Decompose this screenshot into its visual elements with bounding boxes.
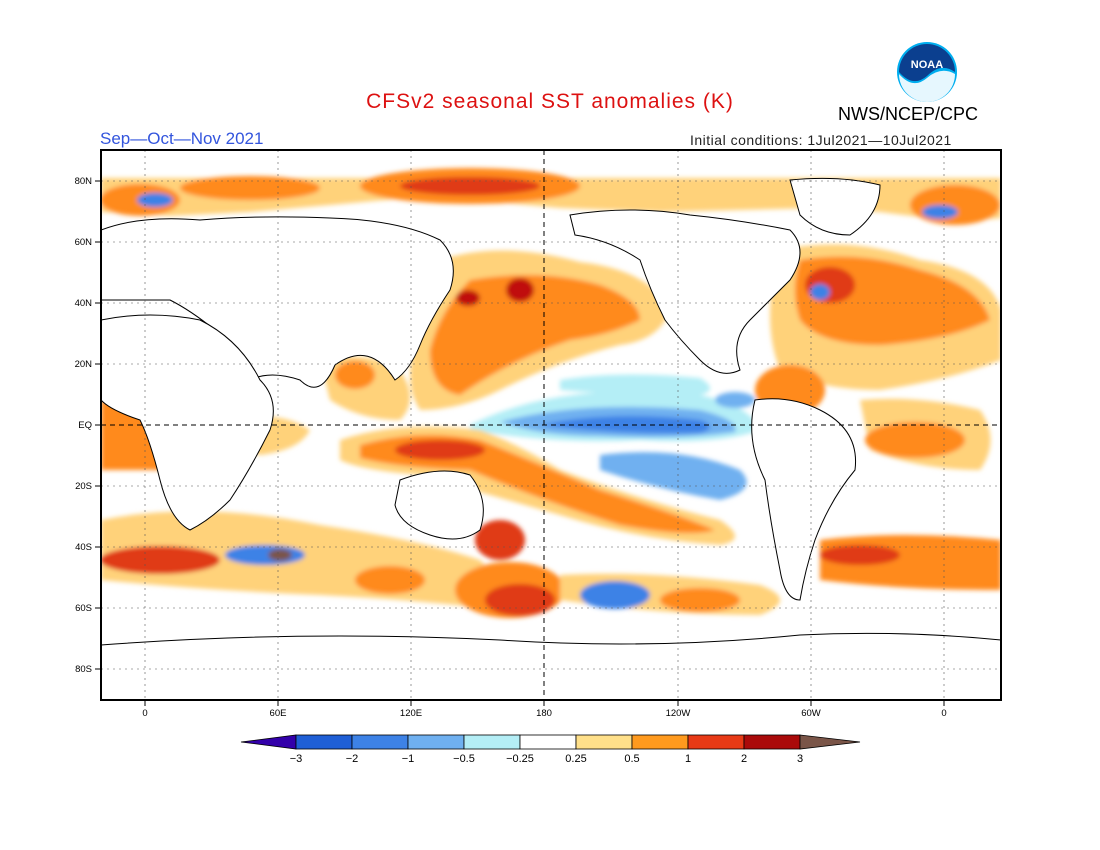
colorbar-segment [575, 734, 633, 750]
colorbar-label: 1 [685, 753, 691, 765]
anomaly-patch [910, 185, 1000, 225]
anomaly-patch [101, 546, 220, 574]
lat-label: 80S [75, 664, 92, 675]
land-antarctica [101, 632, 1001, 700]
initial-conditions-label: Initial conditions: 1Jul2021—10Jul2021 [690, 132, 952, 148]
colorbar-label: −3 [290, 753, 303, 765]
anomaly-patch [355, 566, 425, 594]
graticule [101, 150, 1001, 700]
lat-label: 40N [75, 298, 93, 309]
colorbar-label: −0.5 [453, 753, 475, 765]
anomaly-patch [137, 193, 173, 207]
lon-label: 0 [941, 708, 946, 719]
anomaly-patch [101, 178, 1001, 222]
colorbar-segment [743, 734, 801, 750]
axis-ticks [95, 180, 945, 706]
lat-label: 60S [75, 603, 92, 614]
lat-label: EQ [78, 420, 92, 431]
land-south-america [751, 398, 857, 601]
lat-label: 60N [75, 237, 93, 248]
season-label: Sep—Oct—Nov 2021 [100, 129, 264, 148]
land-masses [101, 177, 1001, 700]
colorbar-segment [240, 734, 297, 750]
colorbar-labels: −3 −2 −1 −0.5 −0.25 0.25 0.5 1 2 3 [290, 753, 803, 765]
land-australia [394, 470, 484, 540]
colorbar-segment [799, 734, 861, 750]
longitude-labels: 0 60E 120E 180 120W 60W 0 [142, 708, 946, 719]
colorbar-label: −1 [402, 753, 415, 765]
colorbar-label: −2 [346, 753, 359, 765]
anomaly-patch [805, 267, 855, 303]
lon-label: 60W [801, 708, 821, 719]
anomaly-patch [400, 177, 540, 195]
anomaly-field [101, 168, 1001, 618]
anomaly-patch [430, 275, 640, 395]
colorbar-segment [407, 734, 465, 750]
anomaly-patch [268, 549, 292, 561]
colorbar-segment [351, 734, 409, 750]
lon-label: 60E [270, 708, 287, 719]
lat-label: 40S [75, 542, 92, 553]
colorbar-label: 2 [741, 753, 747, 765]
colorbar-segment [519, 734, 577, 750]
latitude-labels: 80N 60N 40N 20N EQ 20S 40S 60S 80S [75, 176, 93, 675]
lon-label: 120E [400, 708, 422, 719]
colorbar-segment [295, 734, 353, 750]
anomaly-patch [660, 588, 740, 612]
anomaly-patch [335, 361, 375, 389]
anomaly-patch [715, 392, 755, 408]
land-north-america [569, 209, 801, 374]
colorbar-segment [631, 734, 689, 750]
colorbar-label: 0.25 [565, 753, 586, 765]
noaa-logo-text: NOAA [911, 59, 943, 71]
colorbar-label: 0.5 [624, 753, 639, 765]
lon-label: 120W [666, 708, 691, 719]
anomaly-patch [485, 584, 555, 616]
land-greenland [789, 177, 881, 236]
anomaly-patch [922, 205, 958, 219]
colorbar-segment [687, 734, 745, 750]
colorbar-segment [463, 734, 521, 750]
land-africa [101, 314, 274, 531]
colorbar-label: 3 [797, 753, 803, 765]
anomaly-patch [225, 545, 305, 565]
noaa-logo: NOAA [897, 42, 957, 102]
organization-label: NWS/NCEP/CPC [838, 104, 979, 124]
colorbar-label: −0.25 [506, 753, 534, 765]
anomaly-patch [456, 290, 480, 306]
colorbar [240, 734, 861, 750]
lon-label: 180 [536, 708, 552, 719]
anomaly-patch [560, 374, 710, 395]
lat-label: 80N [75, 176, 93, 187]
anomaly-patch [475, 520, 525, 560]
anomaly-patch [820, 545, 900, 565]
anomaly-patch [600, 452, 747, 500]
anomaly-patch [180, 176, 320, 200]
lon-label: 0 [142, 708, 147, 719]
lat-label: 20S [75, 481, 92, 492]
anomaly-patch [395, 440, 485, 460]
anomaly-patch [580, 581, 650, 609]
anomaly-patch [506, 278, 534, 302]
lat-label: 20N [75, 359, 93, 370]
anomaly-patch [865, 422, 965, 458]
map-title: CFSv2 seasonal SST anomalies (K) [366, 90, 734, 113]
anomaly-patch [810, 284, 830, 300]
